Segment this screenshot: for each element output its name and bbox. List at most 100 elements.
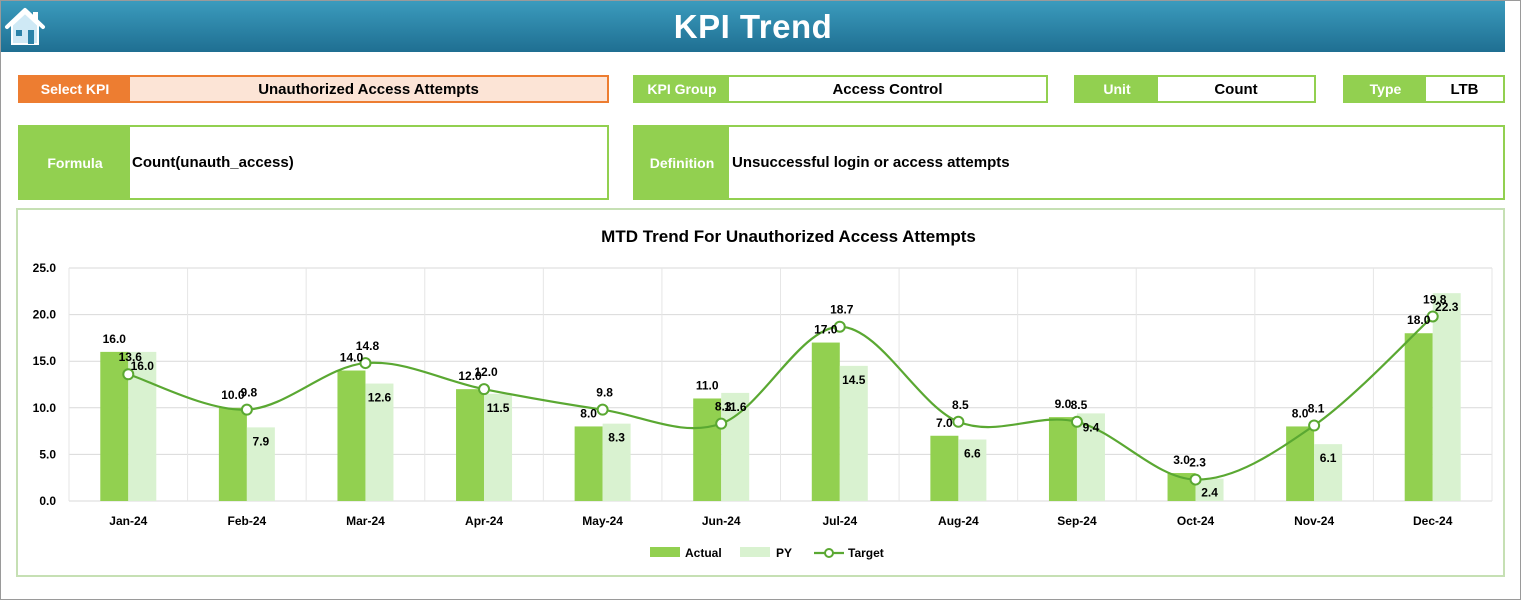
x-tick-label: Jul-24 xyxy=(822,514,857,528)
actual-data-label: 8.0 xyxy=(1292,406,1309,420)
target-data-label: 9.8 xyxy=(596,386,613,400)
bar-py xyxy=(1076,413,1105,501)
bar-py xyxy=(602,423,631,501)
y-tick-label: 0.0 xyxy=(39,494,56,508)
kpi-group-label: KPI Group xyxy=(635,77,729,101)
target-data-label: 9.8 xyxy=(241,386,258,400)
formula-box: Formula Count(unauth_access) xyxy=(18,125,609,200)
type-label: Type xyxy=(1345,77,1426,101)
legend-label-target: Target xyxy=(848,546,884,560)
kpi-group-value: Access Control xyxy=(832,80,943,98)
bar-py xyxy=(365,383,394,501)
bar-actual xyxy=(1286,426,1315,501)
py-data-label: 6.1 xyxy=(1320,451,1337,465)
target-data-label: 18.7 xyxy=(830,303,854,317)
bar-actual xyxy=(574,426,603,501)
actual-data-label: 16.0 xyxy=(103,332,127,346)
actual-data-label: 8.0 xyxy=(580,406,597,420)
type-value: LTB xyxy=(1450,80,1479,98)
bar-py xyxy=(1432,293,1461,501)
target-data-label: 12.0 xyxy=(474,365,498,379)
target-data-label: 8.1 xyxy=(1308,402,1325,416)
bar-actual xyxy=(930,435,959,501)
formula-value: Count(unauth_access) xyxy=(132,154,294,171)
target-data-label: 8.3 xyxy=(715,400,732,414)
select-kpi-field[interactable]: Select KPI Unauthorized Access Attempts xyxy=(18,75,609,103)
bar-actual xyxy=(811,342,840,501)
bar-actual xyxy=(693,398,722,501)
legend-swatch-py xyxy=(740,547,770,557)
target-marker xyxy=(1070,415,1083,428)
bar-py xyxy=(246,427,275,501)
py-data-label: 16.0 xyxy=(131,359,155,373)
select-kpi-label: Select KPI xyxy=(20,77,130,101)
target-marker xyxy=(596,403,609,416)
chart-title: MTD Trend For Unauthorized Access Attemp… xyxy=(601,227,976,246)
unit-value: Count xyxy=(1214,80,1258,98)
x-tick-label: Jun-24 xyxy=(702,514,741,528)
target-data-label: 14.8 xyxy=(356,339,380,353)
x-tick-label: Aug-24 xyxy=(938,514,979,528)
actual-data-label: 9.0 xyxy=(1055,397,1072,411)
definition-value: Unsuccessful login or access attempts xyxy=(732,154,1010,171)
py-data-label: 9.4 xyxy=(1083,420,1100,434)
y-tick-label: 25.0 xyxy=(33,261,57,275)
x-tick-label: Apr-24 xyxy=(465,514,503,528)
formula-label: Formula xyxy=(20,127,130,198)
x-tick-label: Nov-24 xyxy=(1294,514,1334,528)
actual-data-label: 12.0 xyxy=(458,369,482,383)
py-data-label: 11.5 xyxy=(487,401,510,415)
actual-data-label: 18.0 xyxy=(1407,313,1431,327)
target-marker xyxy=(715,417,728,430)
actual-data-label: 3.0 xyxy=(1173,453,1190,467)
target-marker xyxy=(952,415,965,428)
bar-actual xyxy=(456,389,485,501)
py-data-label: 7.9 xyxy=(253,434,270,448)
x-tick-label: Sep-24 xyxy=(1057,514,1097,528)
target-data-label: 8.5 xyxy=(1071,398,1088,412)
legend-swatch-actual xyxy=(650,547,680,557)
bar-actual xyxy=(337,370,366,501)
type-field: Type LTB xyxy=(1343,75,1505,103)
py-data-label: 2.4 xyxy=(1201,486,1218,500)
py-data-label: 8.3 xyxy=(608,431,625,445)
select-kpi-dropdown[interactable]: Unauthorized Access Attempts xyxy=(130,77,607,101)
target-data-label: 8.5 xyxy=(952,398,969,412)
bar-actual xyxy=(218,407,247,501)
x-tick-label: Oct-24 xyxy=(1177,514,1215,528)
x-tick-label: May-24 xyxy=(582,514,623,528)
x-tick-label: Mar-24 xyxy=(346,514,385,528)
bar-actual xyxy=(1048,417,1077,501)
target-data-label: 19.8 xyxy=(1423,292,1447,306)
definition-label: Definition xyxy=(635,127,729,198)
bar-py xyxy=(484,393,513,501)
actual-data-label: 11.0 xyxy=(696,378,719,392)
x-tick-label: Jan-24 xyxy=(109,514,147,528)
kpi-group-field: KPI Group Access Control xyxy=(633,75,1048,103)
target-marker xyxy=(1308,419,1321,432)
y-tick-label: 10.0 xyxy=(33,401,57,415)
py-data-label: 6.6 xyxy=(964,446,981,460)
py-data-label: 14.5 xyxy=(842,373,866,387)
actual-data-label: 17.0 xyxy=(814,323,838,337)
chart-container: MTD Trend For Unauthorized Access Attemp… xyxy=(16,208,1505,577)
x-tick-label: Feb-24 xyxy=(228,514,267,528)
unit-field: Unit Count xyxy=(1074,75,1316,103)
home-icon[interactable] xyxy=(3,5,47,47)
bar-py xyxy=(1314,444,1343,501)
py-data-label: 12.6 xyxy=(368,391,392,405)
y-tick-label: 20.0 xyxy=(33,308,57,322)
legend-label-actual: Actual xyxy=(685,546,722,560)
actual-data-label: 7.0 xyxy=(936,416,953,430)
legend-marker-target xyxy=(824,548,834,558)
target-marker xyxy=(359,357,372,370)
bar-py xyxy=(1195,478,1224,501)
x-tick-label: Dec-24 xyxy=(1413,514,1453,528)
target-marker xyxy=(240,403,253,416)
py-data-label: 22.3 xyxy=(1435,300,1459,314)
target-marker xyxy=(1189,473,1202,486)
bar-py xyxy=(721,392,750,501)
target-marker xyxy=(122,368,135,381)
bar-py xyxy=(839,365,868,501)
unit-label: Unit xyxy=(1076,77,1158,101)
